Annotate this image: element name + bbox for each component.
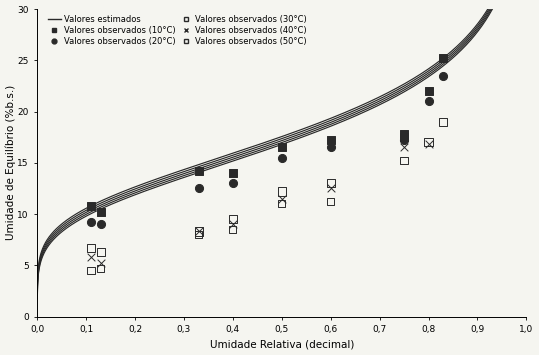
Point — [327, 137, 335, 143]
Point — [195, 186, 203, 191]
Point — [400, 144, 409, 150]
Point — [327, 199, 335, 204]
Point — [229, 226, 237, 232]
Point — [96, 249, 105, 255]
Point — [87, 268, 95, 273]
Point — [229, 222, 237, 227]
Point — [327, 186, 335, 191]
Point — [229, 170, 237, 176]
Point — [195, 229, 203, 234]
Point — [87, 203, 95, 209]
Point — [424, 98, 433, 104]
Point — [87, 254, 95, 260]
Point — [195, 168, 203, 174]
Point — [327, 144, 335, 150]
Point — [87, 219, 95, 225]
Point — [439, 55, 447, 61]
Point — [424, 140, 433, 145]
Point — [278, 144, 286, 150]
Point — [278, 189, 286, 194]
Point — [87, 245, 95, 251]
Point — [278, 155, 286, 160]
X-axis label: Umidade Relativa (decimal): Umidade Relativa (decimal) — [210, 339, 354, 349]
Point — [424, 142, 433, 147]
Legend: Valores estimados, Valores observados (10°C), Valores observados (20°C), Valores: Valores estimados, Valores observados (1… — [46, 13, 309, 48]
Point — [96, 266, 105, 271]
Point — [229, 216, 237, 222]
Point — [400, 158, 409, 164]
Point — [424, 88, 433, 94]
Point — [96, 261, 105, 266]
Point — [400, 131, 409, 137]
Point — [400, 134, 409, 140]
Point — [439, 73, 447, 78]
Point — [195, 232, 203, 237]
Point — [400, 137, 409, 143]
Point — [278, 201, 286, 207]
Point — [278, 196, 286, 202]
Point — [96, 222, 105, 227]
Point — [195, 229, 203, 234]
Point — [229, 180, 237, 186]
Point — [327, 180, 335, 186]
Point — [439, 119, 447, 125]
Y-axis label: Umidade de Equilíbrio (%b.s.): Umidade de Equilíbrio (%b.s.) — [5, 85, 16, 240]
Point — [96, 209, 105, 215]
